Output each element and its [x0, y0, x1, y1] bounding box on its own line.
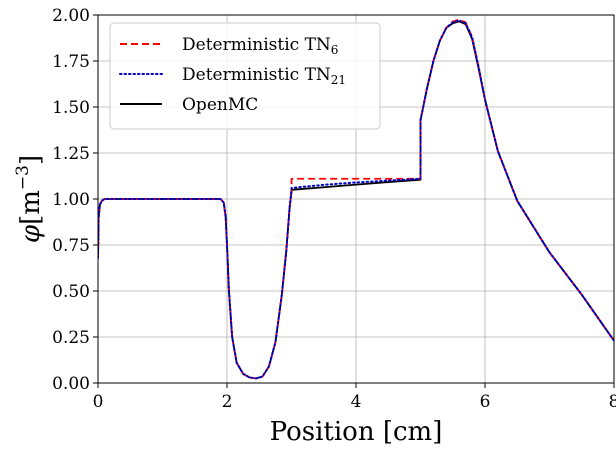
ticks	[93, 14, 615, 388]
y-tick-label: 1.25	[52, 144, 90, 164]
y-tick-label: 0.00	[52, 374, 90, 394]
x-tick-label: 8	[609, 392, 616, 412]
y-axis-label-unit: [m	[16, 190, 46, 225]
y-tick-label: 2.00	[52, 6, 90, 26]
y-tick-label: 0.25	[52, 328, 90, 348]
x-tick-label: 6	[480, 392, 491, 412]
y-tick-label: 1.75	[52, 52, 90, 72]
legend-label-name: OpenMC	[182, 95, 258, 115]
series-line-1	[98, 19, 614, 380]
y-axis-label-symbol: φ	[16, 224, 46, 243]
y-tick-label: 0.50	[52, 282, 90, 302]
x-tick-label: 4	[351, 392, 362, 412]
legend-label-1: Deterministic TN21	[182, 65, 346, 87]
y-axis-label-close: ]	[16, 155, 46, 165]
legend-box	[109, 22, 381, 130]
x-tick-label: 2	[222, 392, 233, 412]
legend-label-subscript: 21	[331, 73, 346, 87]
y-axis-label-exponent: −3	[13, 165, 33, 190]
legend-label-0: Deterministic TN6	[182, 35, 338, 57]
tick-labels: 0 2 4 6 8 0.00 0.25 0.50 0.75 1.00 1.25 1.50 1.75 2.0…	[52, 6, 616, 412]
series-layer	[98, 18, 614, 380]
y-tick-label: 0.75	[52, 236, 90, 256]
x-tick-label: 0	[93, 392, 104, 412]
y-tick-label: 1.50	[52, 98, 90, 118]
y-axis-label: φ[m−3]	[13, 155, 46, 243]
legend-label-subscript: 6	[331, 43, 339, 57]
x-axis-label: Position [cm]	[270, 417, 443, 447]
legend-label-2: OpenMC	[182, 95, 258, 115]
legend-label-name: Deterministic TN	[182, 65, 331, 85]
legend-label-name: Deterministic TN	[182, 35, 331, 55]
y-tick-label: 1.00	[52, 190, 90, 210]
